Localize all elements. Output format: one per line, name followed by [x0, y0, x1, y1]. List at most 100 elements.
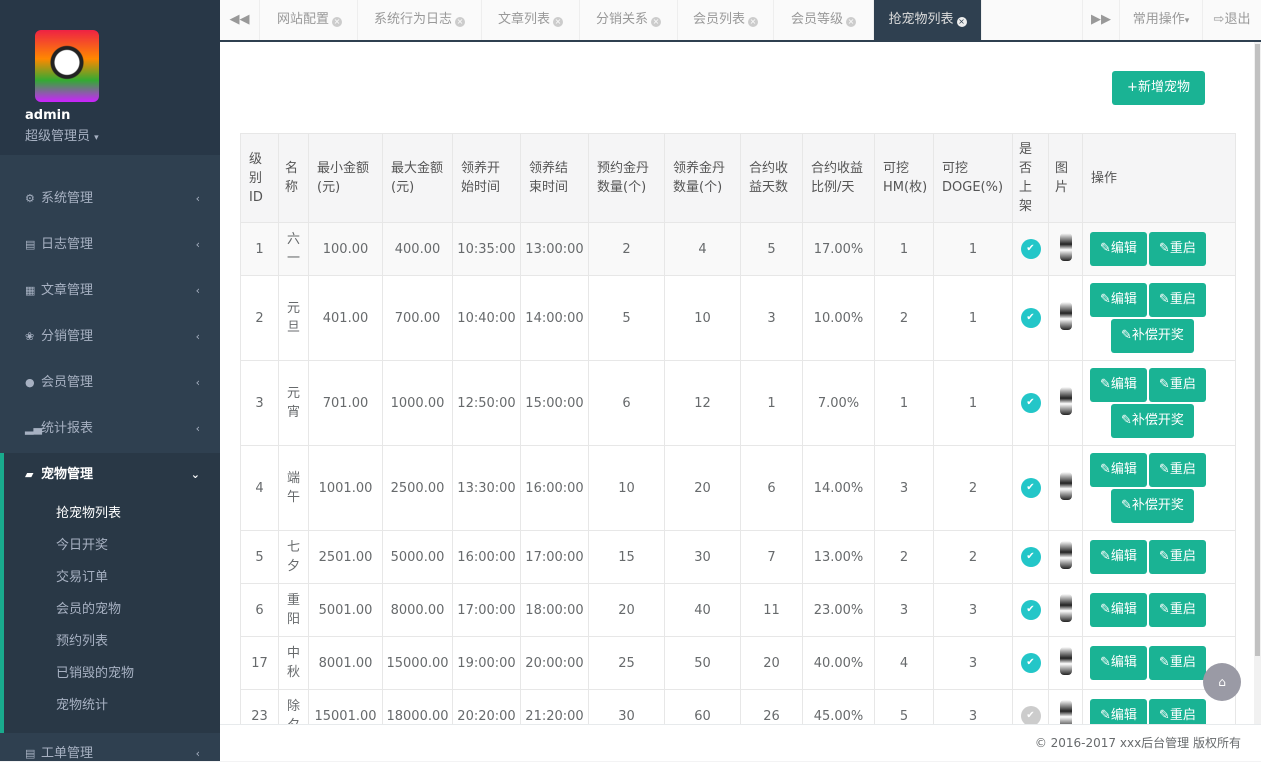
- scrollbar-thumb[interactable]: [1255, 44, 1260, 656]
- submenu-pet-list[interactable]: 抢宠物列表: [56, 506, 122, 521]
- cell-adopt: 50: [664, 636, 741, 690]
- edit-button[interactable]: ✎编辑: [1090, 232, 1147, 266]
- cell-actions: ✎编辑 ✎重启 ✎补偿开奖: [1082, 360, 1236, 446]
- close-icon[interactable]: ×: [651, 17, 661, 27]
- edit-button[interactable]: ✎编辑: [1090, 453, 1147, 487]
- back-to-top-button[interactable]: ⌂: [1203, 663, 1241, 701]
- pet-thumbnail[interactable]: [1059, 472, 1072, 500]
- pet-thumbnail[interactable]: [1059, 387, 1072, 415]
- edit-button[interactable]: ✎编辑: [1090, 368, 1147, 402]
- edit-button[interactable]: ✎编辑: [1090, 283, 1147, 317]
- pet-thumbnail[interactable]: [1059, 700, 1072, 724]
- add-pet-button[interactable]: +新增宠物: [1112, 71, 1205, 105]
- cell-image: [1048, 583, 1083, 637]
- restart-button[interactable]: ✎重启: [1148, 232, 1206, 266]
- close-icon[interactable]: ×: [748, 17, 758, 27]
- submenu-destroyed-pets[interactable]: 已销毁的宠物: [56, 666, 135, 681]
- check-circle-icon[interactable]: ✔: [1020, 547, 1041, 567]
- cell-hm: 5: [874, 689, 934, 724]
- cell-adopt: 12: [664, 360, 741, 446]
- cell-end: 14:00:00: [520, 275, 589, 361]
- scroll-tabs-left-button[interactable]: ◀◀: [220, 0, 260, 40]
- cell-image: [1048, 636, 1083, 690]
- cell-reserve: 2: [588, 222, 665, 276]
- check-circle-icon[interactable]: ✔: [1020, 239, 1041, 259]
- submenu-member-pets[interactable]: 会员的宠物: [56, 602, 122, 617]
- close-icon[interactable]: ×: [956, 17, 967, 27]
- cell-reserve: 5: [588, 275, 665, 361]
- sidebar-item-pets[interactable]: ▰ 宠物管理 ⌄: [0, 452, 220, 498]
- label: 系统管理: [41, 191, 94, 206]
- tab-pet-list[interactable]: 抢宠物列表 ×: [874, 0, 982, 40]
- cell-rate: 13.00%: [802, 530, 875, 584]
- common-ops-dropdown[interactable]: 常用操作▾: [1120, 0, 1203, 40]
- pencil-icon: ✎: [1158, 549, 1170, 564]
- check-circle-icon[interactable]: ✔: [1020, 600, 1041, 620]
- pet-thumbnail[interactable]: [1059, 541, 1072, 569]
- cell-rate: 10.00%: [802, 275, 875, 361]
- label: 分销管理: [41, 329, 94, 344]
- cell-rate: 7.00%: [802, 360, 875, 446]
- close-icon[interactable]: ×: [455, 17, 465, 27]
- pet-thumbnail[interactable]: [1059, 302, 1072, 330]
- compensate-draw-button[interactable]: ✎补偿开奖: [1111, 404, 1194, 438]
- sidebar-item-tickets[interactable]: ▤ 工单管理 ‹: [0, 731, 220, 761]
- close-icon[interactable]: ×: [553, 17, 563, 27]
- user-role-dropdown[interactable]: 超级管理员 ▾: [25, 125, 220, 144]
- label: 重启: [1169, 292, 1196, 307]
- restart-button[interactable]: ✎重启: [1148, 593, 1206, 627]
- cell-doge: 2: [933, 530, 1013, 584]
- tab-distribution[interactable]: 分销关系 ×: [580, 0, 678, 40]
- sidebar-item-reports[interactable]: ▂▄统计报表 ‹: [0, 406, 220, 452]
- tab-system-log[interactable]: 系统行为日志 ×: [358, 0, 482, 40]
- pet-thumbnail[interactable]: [1059, 233, 1072, 261]
- sidebar-item-logs[interactable]: ▤ 日志管理 ‹: [0, 222, 220, 268]
- check-circle-icon[interactable]: ✔: [1020, 653, 1041, 673]
- sidebar-item-system[interactable]: ⚙ 系统管理 ‹: [0, 176, 220, 222]
- edit-button[interactable]: ✎编辑: [1090, 593, 1147, 627]
- restart-button[interactable]: ✎重启: [1148, 540, 1206, 574]
- tab-member-levels[interactable]: 会员等级 ×: [774, 0, 874, 40]
- avatar[interactable]: [35, 30, 99, 102]
- sidebar-item-distribution[interactable]: ❀ 分销管理 ‹: [0, 314, 220, 360]
- pet-thumbnail[interactable]: [1059, 647, 1072, 675]
- restart-button[interactable]: ✎重启: [1148, 646, 1206, 680]
- profile: admin 超级管理员 ▾: [0, 0, 220, 155]
- footer: © 2016-2017 xxx后台管理 版权所有: [220, 724, 1261, 761]
- submenu-pet-stats[interactable]: 宠物统计: [56, 698, 109, 713]
- restart-button[interactable]: ✎重启: [1148, 699, 1206, 724]
- cell-rate: 40.00%: [802, 636, 875, 690]
- check-circle-icon[interactable]: ✔: [1020, 393, 1041, 413]
- submenu-reservations[interactable]: 预约列表: [56, 634, 109, 649]
- restart-button[interactable]: ✎重启: [1148, 283, 1206, 317]
- compensate-draw-button[interactable]: ✎补偿开奖: [1111, 489, 1194, 523]
- tab-articles[interactable]: 文章列表 ×: [482, 0, 580, 40]
- scroll-tabs-right-button[interactable]: ▶▶: [1082, 0, 1120, 40]
- cell-listed: ✔: [1012, 689, 1049, 724]
- chevron-left-icon: ‹: [195, 192, 200, 205]
- check-circle-icon[interactable]: ✔: [1020, 478, 1041, 498]
- cell-listed: ✔: [1012, 222, 1049, 276]
- restart-button[interactable]: ✎重启: [1148, 453, 1206, 487]
- edit-button[interactable]: ✎编辑: [1090, 699, 1147, 724]
- submenu-today-draw[interactable]: 今日开奖: [56, 538, 109, 553]
- pet-thumbnail[interactable]: [1059, 594, 1072, 622]
- restart-button[interactable]: ✎重启: [1148, 368, 1206, 402]
- tab-site-config[interactable]: 网站配置 ×: [262, 0, 358, 40]
- compensate-draw-button[interactable]: ✎补偿开奖: [1111, 319, 1194, 353]
- close-icon[interactable]: ×: [846, 17, 856, 27]
- submenu-orders[interactable]: 交易订单: [56, 570, 109, 585]
- unchecked-circle-icon[interactable]: ✔: [1020, 706, 1041, 724]
- close-icon[interactable]: ×: [332, 17, 342, 27]
- label: 重启: [1169, 602, 1196, 617]
- check-circle-icon[interactable]: ✔: [1020, 308, 1041, 328]
- sidebar-item-members[interactable]: ● 会员管理 ‹: [0, 360, 220, 406]
- chevron-left-icon: ‹: [195, 284, 200, 297]
- tab-members[interactable]: 会员列表 ×: [678, 0, 774, 40]
- cell-hm: 1: [874, 360, 934, 446]
- edit-button[interactable]: ✎编辑: [1090, 646, 1147, 680]
- edit-button[interactable]: ✎编辑: [1090, 540, 1147, 574]
- logout-button[interactable]: ⇨退出: [1203, 0, 1261, 40]
- cell-image: [1048, 530, 1083, 584]
- sidebar-item-articles[interactable]: ▦ 文章管理 ‹: [0, 268, 220, 314]
